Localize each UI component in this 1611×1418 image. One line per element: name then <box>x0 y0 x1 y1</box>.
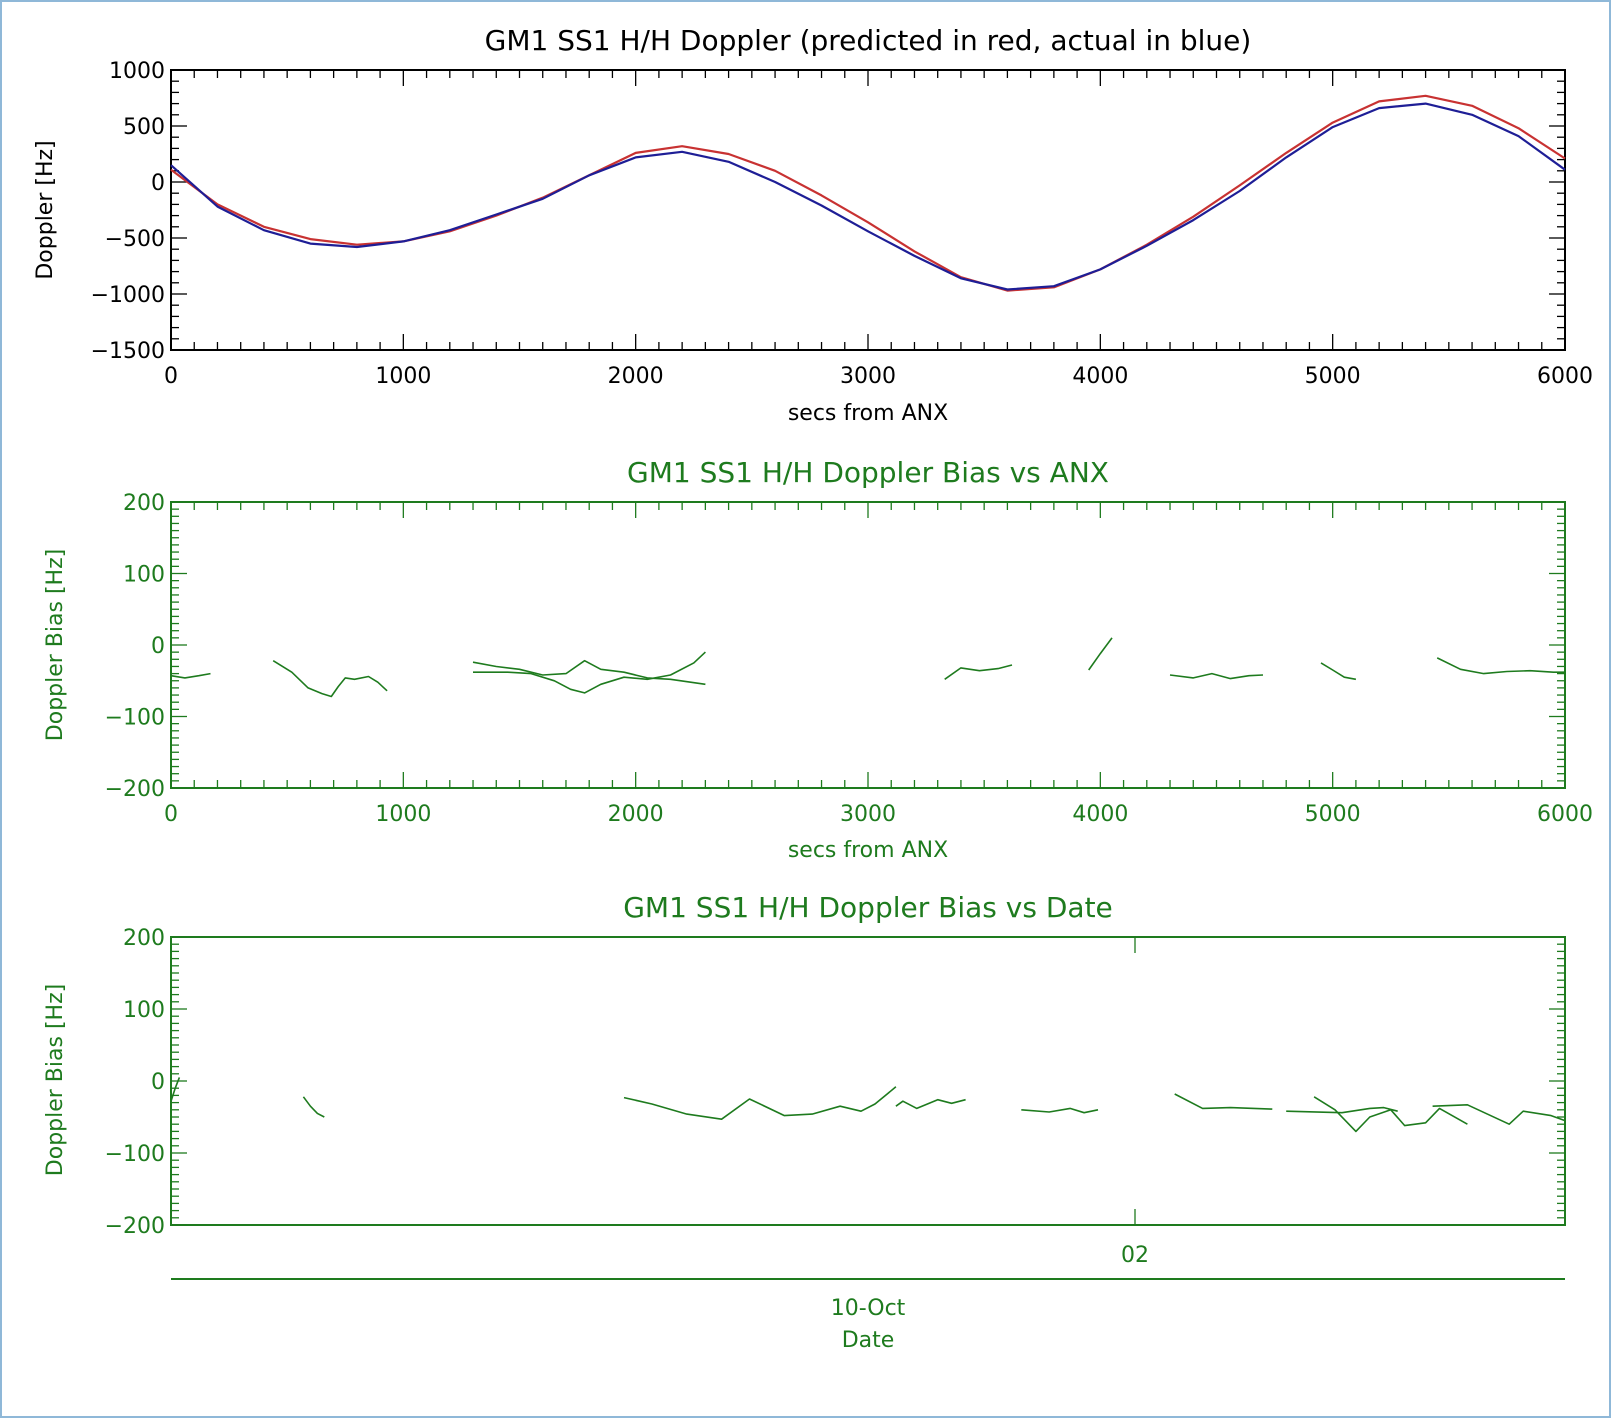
y-tick-label: −500 <box>105 227 165 252</box>
x-tick-label: 3000 <box>840 802 896 827</box>
y-tick-label: −200 <box>105 1214 165 1239</box>
date-axis-title: Date <box>842 1328 895 1353</box>
bias-segment-6 <box>1286 1106 1398 1114</box>
bias-segment-5 <box>1174 1093 1273 1110</box>
bias-segment-4 <box>944 664 1013 680</box>
x-tick-label: 4000 <box>1072 364 1128 389</box>
date-label: 10-Oct <box>831 1296 906 1321</box>
bias-segment-5 <box>1088 637 1113 671</box>
bias-segment-8 <box>1432 1104 1566 1125</box>
bias-segment-7 <box>1313 1096 1468 1133</box>
bias-segment-0 <box>170 672 211 679</box>
bias-segment-8 <box>1436 657 1565 675</box>
y-tick-label: 200 <box>123 491 165 516</box>
bias-segment-6 <box>1169 672 1264 680</box>
bias-segment-1 <box>302 1096 325 1118</box>
doppler-plot-ylabel: Doppler [Hz] <box>33 140 58 279</box>
bias-segment-2 <box>623 1086 897 1120</box>
x-tick-label: 6000 <box>1537 802 1593 827</box>
x-tick-label: 6000 <box>1537 364 1593 389</box>
y-tick-label: 100 <box>123 563 165 588</box>
doppler-plot: GM1 SS1 H/H Doppler (predicted in red, a… <box>33 24 1593 426</box>
y-tick-label: 0 <box>151 634 165 659</box>
bias-vs-date-plot: GM1 SS1 H/H Doppler Bias vs Date Doppler… <box>43 891 1566 1353</box>
y-tick-label: 100 <box>123 998 165 1023</box>
x-tick-label: 1000 <box>375 364 431 389</box>
bias-segment-3 <box>472 659 706 686</box>
bias-segment-2 <box>473 651 706 694</box>
doppler-plot-xlabel: secs from ANX <box>788 401 948 426</box>
x-tick-label: 5000 <box>1305 802 1361 827</box>
bias-segment-1 <box>272 660 388 698</box>
y-tick-label: 0 <box>151 171 165 196</box>
y-tick-label: 1000 <box>109 59 165 84</box>
y-tick-label: 200 <box>123 926 165 951</box>
x-tick-label: 0 <box>164 802 178 827</box>
bias-segment-3 <box>895 1098 966 1110</box>
y-tick-label: −1000 <box>91 283 165 308</box>
doppler-plot-title: GM1 SS1 H/H Doppler (predicted in red, a… <box>485 24 1252 57</box>
actual-series-line <box>170 102 1566 291</box>
bias-segment-4 <box>1021 1107 1099 1114</box>
y-tick-label: −1500 <box>91 339 165 364</box>
bias-vs-anx-plot: GM1 SS1 H/H Doppler Bias vs ANX secs fro… <box>43 456 1593 863</box>
y-tick-label: −200 <box>105 777 165 802</box>
y-tick-label: 0 <box>151 1070 165 1095</box>
x-tick-label: 5000 <box>1305 364 1361 389</box>
y-tick-label: 500 <box>123 115 165 140</box>
y-tick-label: −100 <box>105 1142 165 1167</box>
bias-vs-date-ylabel: Doppler Bias [Hz] <box>43 984 68 1176</box>
bias-vs-date-title: GM1 SS1 H/H Doppler Bias vs Date <box>623 891 1113 924</box>
x-tick-label: 4000 <box>1072 802 1128 827</box>
x-tick-label: 2000 <box>608 364 664 389</box>
bias-segment-7 <box>1320 662 1357 681</box>
x-tick-label: 0 <box>164 364 178 389</box>
bias-segment-0 <box>170 1077 181 1102</box>
date-tick-label: 02 <box>1121 1243 1149 1268</box>
x-tick-label: 2000 <box>608 802 664 827</box>
x-tick-label: 1000 <box>375 802 431 827</box>
bias-vs-anx-title: GM1 SS1 H/H Doppler Bias vs ANX <box>627 456 1109 489</box>
bias-vs-anx-xlabel: secs from ANX <box>788 838 948 863</box>
y-tick-label: −100 <box>105 706 165 731</box>
x-tick-label: 3000 <box>840 364 896 389</box>
bias-vs-anx-ylabel: Doppler Bias [Hz] <box>43 549 68 741</box>
